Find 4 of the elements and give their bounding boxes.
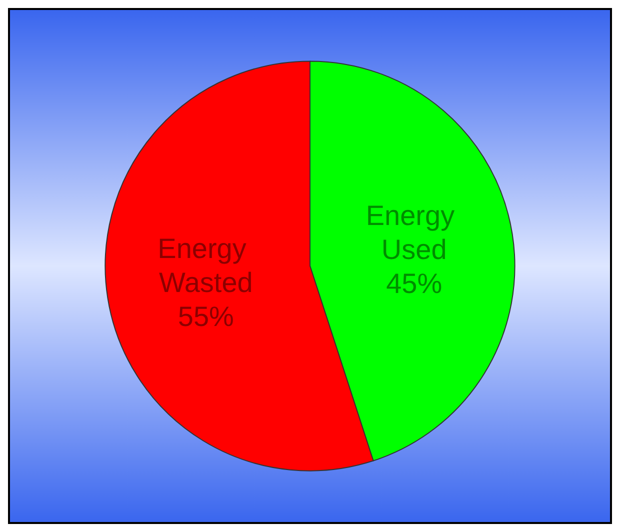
- data-label: 45%: [386, 268, 442, 300]
- data-label: 55%: [178, 300, 234, 332]
- slice-label: Energy Used: [366, 200, 462, 266]
- slice-label: Energy Wasted: [158, 232, 254, 298]
